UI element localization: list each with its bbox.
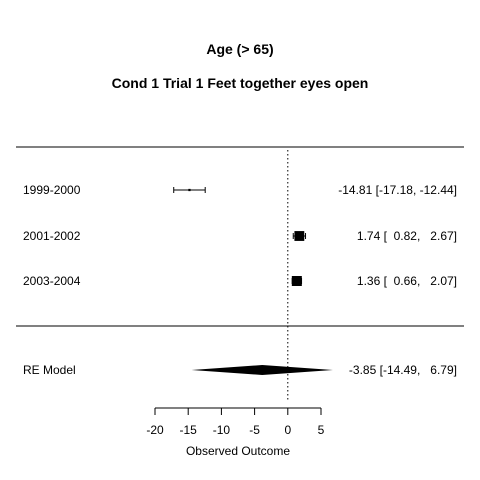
x-axis-tick-label: 5	[318, 423, 325, 437]
plot-area: 1999-2000 -14.81 [-17.18, -12.44] 2001-200…	[23, 150, 457, 437]
x-axis-tick-label: 0	[284, 423, 291, 437]
study-point-estimate	[291, 276, 302, 286]
x-axis-tick-label: -10	[213, 423, 231, 437]
x-axis-tick-label: -20	[146, 423, 164, 437]
study-label: 2003-2004	[23, 274, 81, 288]
study-ci-text: 1.36 [ 0.66, 2.07]	[357, 274, 457, 288]
study-label: 2001-2002	[23, 229, 81, 243]
summary-label: RE Model	[23, 363, 76, 377]
chart-subtitle: Cond 1 Trial 1 Feet together eyes open	[112, 75, 369, 91]
x-axis-title: Observed Outcome	[186, 444, 290, 458]
chart-title: Age (> 65)	[206, 41, 273, 57]
study-point-estimate	[294, 231, 305, 241]
study-point-estimate	[188, 188, 191, 192]
x-axis-tick-label: -5	[249, 423, 260, 437]
summary-diamond	[191, 365, 333, 375]
study-ci-text: 1.74 [ 0.82, 2.67]	[357, 229, 457, 243]
study-ci-text: -14.81 [-17.18, -12.44]	[338, 183, 457, 197]
x-axis-tick-label: -15	[180, 423, 198, 437]
study-label: 1999-2000	[23, 183, 81, 197]
summary-ci-text: -3.85 [-14.49, 6.79]	[349, 363, 457, 377]
